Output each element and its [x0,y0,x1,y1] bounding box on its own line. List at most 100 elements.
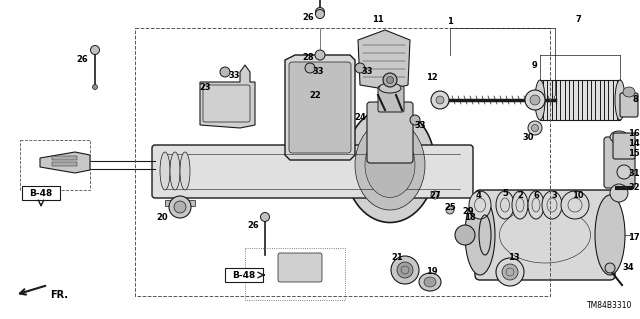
Ellipse shape [169,196,191,218]
Ellipse shape [561,191,589,219]
Text: 32: 32 [628,183,640,192]
Bar [540,80,620,120]
Ellipse shape [410,115,420,125]
Ellipse shape [623,87,635,97]
Ellipse shape [455,225,475,245]
Ellipse shape [615,80,625,120]
Ellipse shape [424,277,436,287]
Text: 6: 6 [533,191,539,201]
FancyBboxPatch shape [604,137,635,188]
Ellipse shape [530,95,540,105]
Ellipse shape [220,67,230,77]
Ellipse shape [446,206,454,214]
Polygon shape [358,30,410,90]
Ellipse shape [160,152,170,190]
Ellipse shape [379,83,401,93]
Ellipse shape [180,152,190,190]
Text: 33: 33 [312,68,324,77]
Ellipse shape [531,124,538,131]
Ellipse shape [345,108,435,222]
Text: 22: 22 [309,91,321,100]
Text: 23: 23 [199,84,211,93]
Ellipse shape [391,256,419,284]
FancyBboxPatch shape [289,62,351,153]
FancyBboxPatch shape [378,86,404,112]
Bar [52,162,77,166]
Text: 26: 26 [76,56,88,64]
Ellipse shape [93,85,97,90]
Bar [22,186,60,200]
Text: 34: 34 [622,263,634,271]
Text: 7: 7 [575,16,581,25]
Ellipse shape [610,184,628,202]
Ellipse shape [431,191,439,199]
Text: 26: 26 [247,220,259,229]
Ellipse shape [535,80,545,120]
Bar [52,156,77,160]
Text: 18: 18 [464,212,476,221]
Text: 14: 14 [628,138,640,147]
Text: 17: 17 [628,234,640,242]
Ellipse shape [260,212,269,221]
Text: 10: 10 [572,191,584,201]
Polygon shape [285,55,355,160]
Ellipse shape [355,63,365,73]
Ellipse shape [542,191,562,219]
Text: 29: 29 [462,207,474,217]
Text: TM84B3310: TM84B3310 [587,301,632,310]
Ellipse shape [316,8,324,17]
Bar [135,28,550,296]
Bar [165,200,195,206]
Ellipse shape [174,201,186,213]
Ellipse shape [528,121,542,135]
FancyBboxPatch shape [278,253,322,282]
Ellipse shape [383,73,397,87]
Ellipse shape [525,90,545,110]
Ellipse shape [502,264,518,280]
Ellipse shape [469,191,491,219]
Text: 8: 8 [632,95,638,105]
Text: 12: 12 [426,73,438,83]
Ellipse shape [387,77,394,84]
Text: 19: 19 [426,268,438,277]
Polygon shape [200,65,255,128]
Ellipse shape [355,120,425,210]
Text: 27: 27 [429,190,441,199]
Text: 3: 3 [551,191,557,201]
Text: 21: 21 [391,254,403,263]
Text: 5: 5 [502,189,508,197]
Text: 1: 1 [447,18,453,26]
Text: B-48: B-48 [232,271,255,279]
Text: 26: 26 [302,13,314,23]
Text: 13: 13 [508,254,520,263]
Text: 24: 24 [354,114,366,122]
Ellipse shape [316,10,324,19]
Ellipse shape [496,258,524,286]
Text: 30: 30 [522,133,534,143]
Text: 20: 20 [156,213,168,222]
Ellipse shape [595,195,625,275]
Ellipse shape [496,191,514,219]
Ellipse shape [436,96,444,104]
Text: 9: 9 [532,61,538,70]
FancyBboxPatch shape [367,102,413,163]
Bar [225,268,263,282]
Ellipse shape [365,132,415,197]
Ellipse shape [397,262,413,278]
Ellipse shape [315,50,325,60]
Text: 4: 4 [476,191,482,201]
Ellipse shape [305,63,315,73]
Polygon shape [40,152,90,173]
FancyBboxPatch shape [613,133,635,159]
Ellipse shape [170,152,180,190]
Ellipse shape [90,46,99,55]
Text: 15: 15 [628,149,640,158]
Text: 33: 33 [414,121,426,130]
Text: 33: 33 [228,70,240,79]
FancyBboxPatch shape [152,145,473,198]
Bar [245,248,345,300]
Text: 28: 28 [302,54,314,63]
Ellipse shape [610,131,628,143]
Ellipse shape [528,191,544,219]
Text: 25: 25 [444,204,456,212]
